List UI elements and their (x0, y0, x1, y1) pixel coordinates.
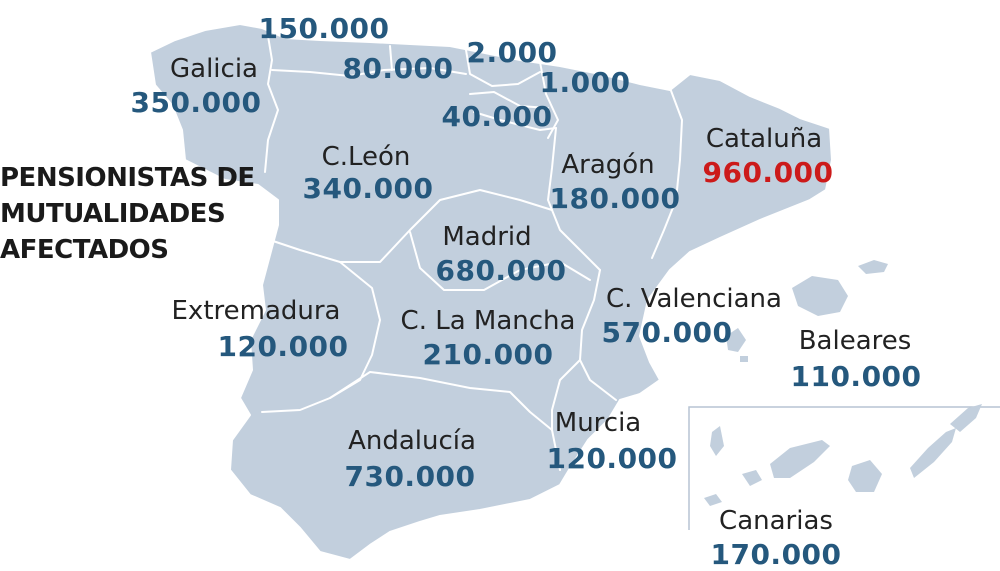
canarias-hierro (704, 494, 722, 506)
clamancha-value: 210.000 (422, 338, 554, 371)
border-cyl-south (269, 189, 553, 263)
baleares-ibiza (726, 328, 746, 352)
baleares-mallorca (792, 276, 848, 316)
murcia-name: Murcia (554, 408, 642, 438)
murcia-value: 120.000 (546, 442, 678, 475)
madrid-value: 680.000 (435, 254, 567, 287)
andalucia-name: Andalucía (348, 426, 476, 456)
border-murcia (551, 359, 581, 471)
title-line-3: AFECTADOS (0, 235, 169, 265)
la-rioja-value: 40.000 (441, 100, 553, 133)
canarias-lapalma (710, 426, 724, 456)
canarias-inset-frame (688, 406, 1000, 530)
border-extremadura (261, 261, 381, 413)
pais-vasco-value: 2.000 (466, 36, 558, 69)
cvalenciana-name: C. Valenciana (606, 284, 782, 314)
cataluna-value: 960.000 (702, 156, 834, 189)
galicia-value: 350.000 (130, 86, 262, 119)
border-rioja (469, 91, 557, 131)
canarias-name: Canarias (719, 506, 833, 536)
asturias-value: 150.000 (258, 12, 390, 45)
border-galicia (264, 35, 279, 173)
border-valencia (579, 269, 617, 401)
border-catalonia (651, 87, 683, 259)
canarias-tenerife (770, 440, 830, 478)
clamancha-name: C. La Mancha (400, 306, 576, 336)
navarra-value: 1.000 (539, 66, 631, 99)
extremadura-value: 120.000 (217, 330, 349, 363)
madrid-name: Madrid (442, 222, 532, 252)
baleares-value: 110.000 (790, 360, 922, 393)
baleares-name: Baleares (798, 326, 912, 356)
border-madrid (409, 231, 591, 291)
aragon-value: 180.000 (549, 182, 681, 215)
cleon-name: C.León (321, 142, 411, 172)
mainland-shape (149, 23, 833, 561)
baleares-formentera (740, 356, 748, 362)
cleon-value: 340.000 (302, 172, 434, 205)
canarias-value: 170.000 (710, 538, 842, 571)
border-paisvasco (465, 49, 541, 87)
border-andalucia (329, 371, 553, 431)
canarias-lanzarote (950, 404, 982, 432)
border-cantabria (389, 45, 393, 71)
andalucia-value: 730.000 (344, 460, 476, 493)
canarias-fuerteventura (910, 428, 956, 478)
cantabria-value: 80.000 (342, 52, 454, 85)
border-asturias (271, 67, 467, 77)
baleares-menorca (858, 260, 888, 274)
cataluna-name: Cataluña (705, 124, 823, 154)
title-line-2: MUTUALIDADES (0, 199, 226, 229)
canarias-gomera (742, 470, 762, 486)
cvalenciana-value: 570.000 (601, 316, 733, 349)
title-line-1: PENSIONISTAS DE (0, 163, 255, 193)
galicia-name: Galicia (170, 54, 258, 84)
border-aragon-west (547, 127, 601, 271)
map-title: PENSIONISTAS DE MUTUALIDADES AFECTADOS (0, 160, 255, 268)
aragon-name: Aragón (561, 150, 655, 180)
canarias-grancanaria (848, 460, 882, 492)
extremadura-name: Extremadura (171, 296, 341, 326)
